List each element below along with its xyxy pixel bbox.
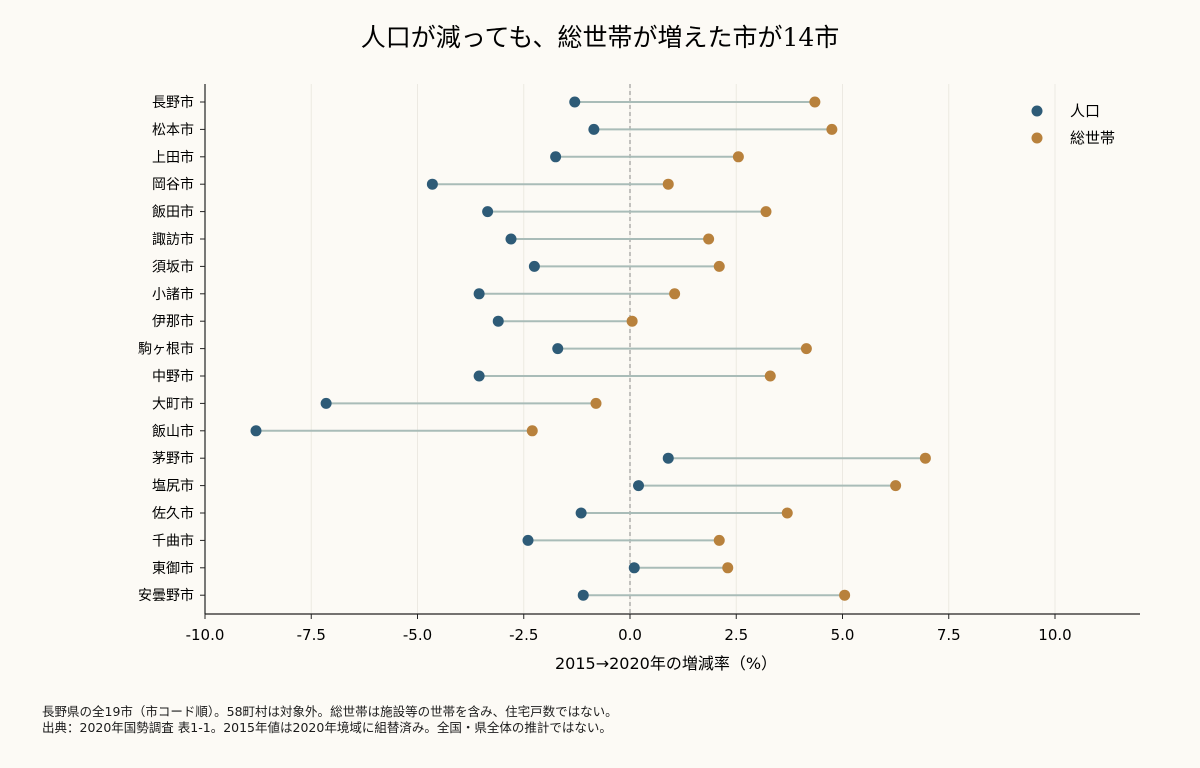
category-label: 松本市 xyxy=(152,121,194,138)
households-point xyxy=(800,343,812,355)
x-axis-label: 2015→2020年の増減率（%） xyxy=(555,654,777,673)
category-label: 茅野市 xyxy=(152,450,194,467)
population-point xyxy=(662,452,674,464)
population-point xyxy=(522,534,534,546)
category-label: 小諸市 xyxy=(152,286,194,303)
households-point xyxy=(590,397,602,409)
legend-marker-households xyxy=(1031,132,1043,144)
population-point xyxy=(588,123,600,135)
x-tick-label: 7.5 xyxy=(937,626,961,644)
footnote-source: 出典：2020年国勢調査 表1-1。2015年値は2020年境域に組替済み。全国… xyxy=(42,720,612,735)
households-point xyxy=(826,123,838,135)
x-tick-labels: -10.0 -7.5 -5.0 -2.5 0.0 2.5 5.0 7.5 10.0 xyxy=(186,626,1072,644)
x-tick-label: -2.5 xyxy=(509,626,538,644)
category-label: 長野市 xyxy=(152,94,194,111)
households-point xyxy=(809,96,821,108)
households-point xyxy=(626,315,638,327)
category-label: 岡谷市 xyxy=(152,176,194,193)
population-point xyxy=(575,507,587,519)
households-point xyxy=(713,260,725,272)
households-point xyxy=(526,425,538,437)
population-point xyxy=(552,343,564,355)
category-label: 須坂市 xyxy=(152,258,194,275)
category-label: 千曲市 xyxy=(152,532,194,549)
households-point xyxy=(781,507,793,519)
category-label: 塩尻市 xyxy=(152,478,194,495)
population-point xyxy=(550,151,562,163)
households-point xyxy=(839,589,851,601)
category-label: 諏訪市 xyxy=(152,231,194,248)
population-point xyxy=(250,425,262,437)
x-tick-label: 0.0 xyxy=(618,626,642,644)
category-label: 中野市 xyxy=(152,368,194,385)
legend-label-households: 総世帯 xyxy=(1070,129,1115,147)
legend-marker-population xyxy=(1031,105,1043,117)
households-point xyxy=(669,288,681,300)
x-tick-label: -5.0 xyxy=(403,626,432,644)
legend: 人口 総世帯 xyxy=(1031,102,1115,147)
data-points xyxy=(250,96,931,601)
population-point xyxy=(633,480,644,492)
x-tick-label: -10.0 xyxy=(186,626,225,644)
x-tick-label: -7.5 xyxy=(297,626,326,644)
population-point xyxy=(426,178,438,190)
population-point xyxy=(569,96,581,108)
households-point xyxy=(919,452,931,464)
households-point xyxy=(764,370,776,382)
connector-lines xyxy=(256,101,926,597)
x-tick-label: 2.5 xyxy=(724,626,748,644)
population-point xyxy=(473,370,485,382)
category-label: 伊那市 xyxy=(152,313,194,330)
households-point xyxy=(713,534,725,546)
households-point xyxy=(662,178,674,190)
category-label: 大町市 xyxy=(152,395,194,412)
category-label: 飯山市 xyxy=(152,423,194,440)
category-label: 上田市 xyxy=(152,149,194,166)
households-point xyxy=(732,151,744,163)
category-label: 飯田市 xyxy=(152,204,194,221)
households-point xyxy=(722,562,734,574)
population-point xyxy=(492,315,504,327)
households-point xyxy=(703,233,715,245)
category-label: 駒ヶ根市 xyxy=(138,341,194,358)
category-label: 佐久市 xyxy=(152,505,194,522)
population-point xyxy=(505,233,517,245)
category-label: 東御市 xyxy=(152,560,194,577)
category-label: 安曇野市 xyxy=(138,587,194,604)
population-point xyxy=(482,206,494,218)
axes xyxy=(200,84,1140,619)
population-point xyxy=(320,397,332,409)
population-point xyxy=(473,288,485,300)
legend-label-population: 人口 xyxy=(1070,102,1100,120)
households-point xyxy=(890,480,902,492)
x-tick-label: 10.0 xyxy=(1038,626,1071,644)
population-point xyxy=(628,562,640,574)
households-point xyxy=(760,206,772,218)
chart-title: 人口が減っても、総世帯が増えた市が14市 xyxy=(361,23,840,52)
category-labels: 長野市松本市上田市岡谷市飯田市諏訪市須坂市小諸市伊那市駒ヶ根市中野市大町市飯山市… xyxy=(138,94,194,604)
population-point xyxy=(577,589,589,601)
footnote-scope: 長野県の全19市（市コード順）。58町村は対象外。総世帯は施設等の世帯を含み、住… xyxy=(42,704,618,719)
x-tick-label: 5.0 xyxy=(831,626,855,644)
population-point xyxy=(528,260,540,272)
